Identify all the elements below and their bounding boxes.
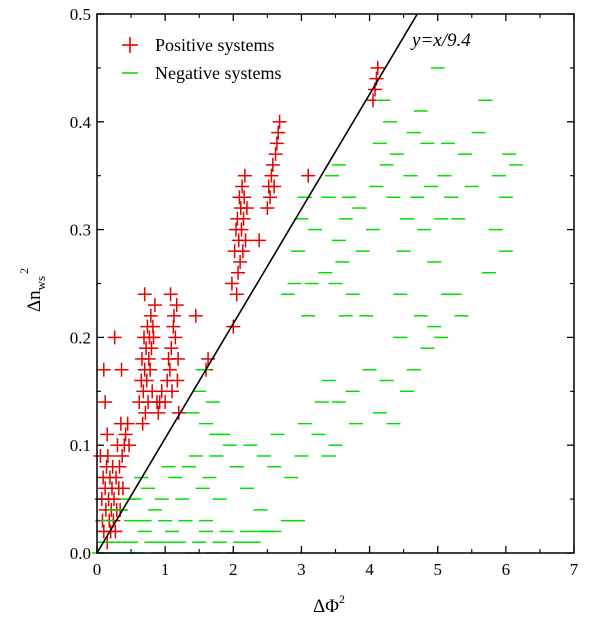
positive-point xyxy=(139,373,154,388)
positive-point xyxy=(98,395,113,410)
positive-point xyxy=(252,233,267,248)
positive-point xyxy=(264,168,279,183)
legend-marker-plus xyxy=(122,37,138,53)
x-tick-label: 5 xyxy=(433,560,442,579)
positive-point xyxy=(144,341,159,356)
positive-point xyxy=(229,287,244,302)
positive-point xyxy=(143,308,158,323)
positive-point xyxy=(171,405,186,420)
positive-point xyxy=(237,168,252,183)
positive-point xyxy=(109,470,124,485)
legend: Positive systems Negative systems xyxy=(122,35,281,83)
positive-point xyxy=(118,427,133,442)
x-tick-label: 6 xyxy=(502,560,511,579)
y-tick-label: 0.4 xyxy=(70,113,92,132)
positive-point xyxy=(226,319,241,334)
positive-point xyxy=(171,351,186,366)
plot-area xyxy=(92,13,574,554)
positive-point xyxy=(151,405,166,420)
legend-item-negative: Negative systems xyxy=(122,63,281,83)
positive-point xyxy=(267,179,282,194)
y-axis-title-sup: 2 xyxy=(17,268,31,274)
positive-point xyxy=(260,201,275,216)
positive-point xyxy=(135,416,150,431)
x-axis-title-sup: 2 xyxy=(339,592,345,606)
positive-point xyxy=(112,459,127,474)
positive-point xyxy=(115,448,130,463)
positive-point xyxy=(164,384,179,399)
positive-point xyxy=(120,416,135,431)
legend-label-negative: Negative systems xyxy=(155,63,281,83)
reference-line-label: y=x/9.4 xyxy=(410,30,471,51)
positive-point xyxy=(169,298,184,313)
y-tick-label: 0.3 xyxy=(70,221,91,240)
y-axis-title: Δnws2 xyxy=(17,268,48,312)
positive-point xyxy=(269,136,284,151)
x-tick-label: 4 xyxy=(365,560,374,579)
y-axis-title-sub: ws xyxy=(33,276,48,290)
positive-point xyxy=(162,362,177,377)
positive-point xyxy=(168,330,183,345)
positive-point xyxy=(233,254,248,269)
positive-point xyxy=(96,362,111,377)
positive-point xyxy=(231,265,246,280)
positive-point xyxy=(263,190,278,205)
x-tick-label: 7 xyxy=(570,560,579,579)
positive-point xyxy=(236,211,251,226)
y-tick-label: 0.2 xyxy=(70,328,91,347)
x-axis: 0 1 2 3 4 5 6 7 xyxy=(93,14,579,579)
positive-point xyxy=(100,448,115,463)
positive-point xyxy=(170,373,185,388)
positive-point xyxy=(141,351,156,366)
reference-line xyxy=(96,13,418,554)
positive-point xyxy=(164,341,179,356)
y-axis: 0.0 0.1 0.2 0.3 0.4 0.5 xyxy=(70,5,574,563)
positive-point xyxy=(115,481,130,496)
positive-point xyxy=(107,330,122,345)
y-tick-label: 0.5 xyxy=(70,5,91,24)
positive-point xyxy=(114,362,129,377)
x-axis-title: ΔΦ2 xyxy=(313,592,345,617)
positive-point xyxy=(138,405,153,420)
positive-point xyxy=(224,276,239,291)
positive-point xyxy=(268,147,283,162)
positive-point xyxy=(167,308,182,323)
legend-label-positive: Positive systems xyxy=(155,35,275,55)
positive-point xyxy=(163,287,178,302)
positive-point xyxy=(122,438,137,453)
positive-point xyxy=(234,222,249,237)
positive-point xyxy=(143,362,158,377)
positive-point xyxy=(370,60,385,75)
positive-point xyxy=(188,308,203,323)
positive-point xyxy=(238,233,253,248)
legend-item-positive: Positive systems xyxy=(122,35,275,55)
y-axis-title-main: Δn xyxy=(24,290,45,312)
y-tick-label: 0.1 xyxy=(70,436,91,455)
positive-point xyxy=(265,157,280,172)
x-tick-label: 2 xyxy=(229,560,238,579)
positive-point xyxy=(137,287,152,302)
positive-point xyxy=(239,201,254,216)
positive-point xyxy=(271,125,286,140)
x-tick-label: 1 xyxy=(161,560,170,579)
positive-point xyxy=(147,298,162,313)
data-marks xyxy=(92,60,524,554)
y-tick-label: 0.0 xyxy=(70,544,91,563)
positive-point xyxy=(107,492,122,507)
positive-point xyxy=(237,190,252,205)
x-tick-label: 3 xyxy=(297,560,306,579)
x-tick-label: 0 xyxy=(93,560,102,579)
positive-point xyxy=(235,179,250,194)
x-axis-title-main: ΔΦ xyxy=(313,596,339,617)
positive-point xyxy=(158,395,173,410)
positive-point xyxy=(100,427,115,442)
positive-point xyxy=(301,168,316,183)
positive-point xyxy=(272,114,287,129)
positive-point xyxy=(146,330,161,345)
positive-point xyxy=(235,244,250,259)
